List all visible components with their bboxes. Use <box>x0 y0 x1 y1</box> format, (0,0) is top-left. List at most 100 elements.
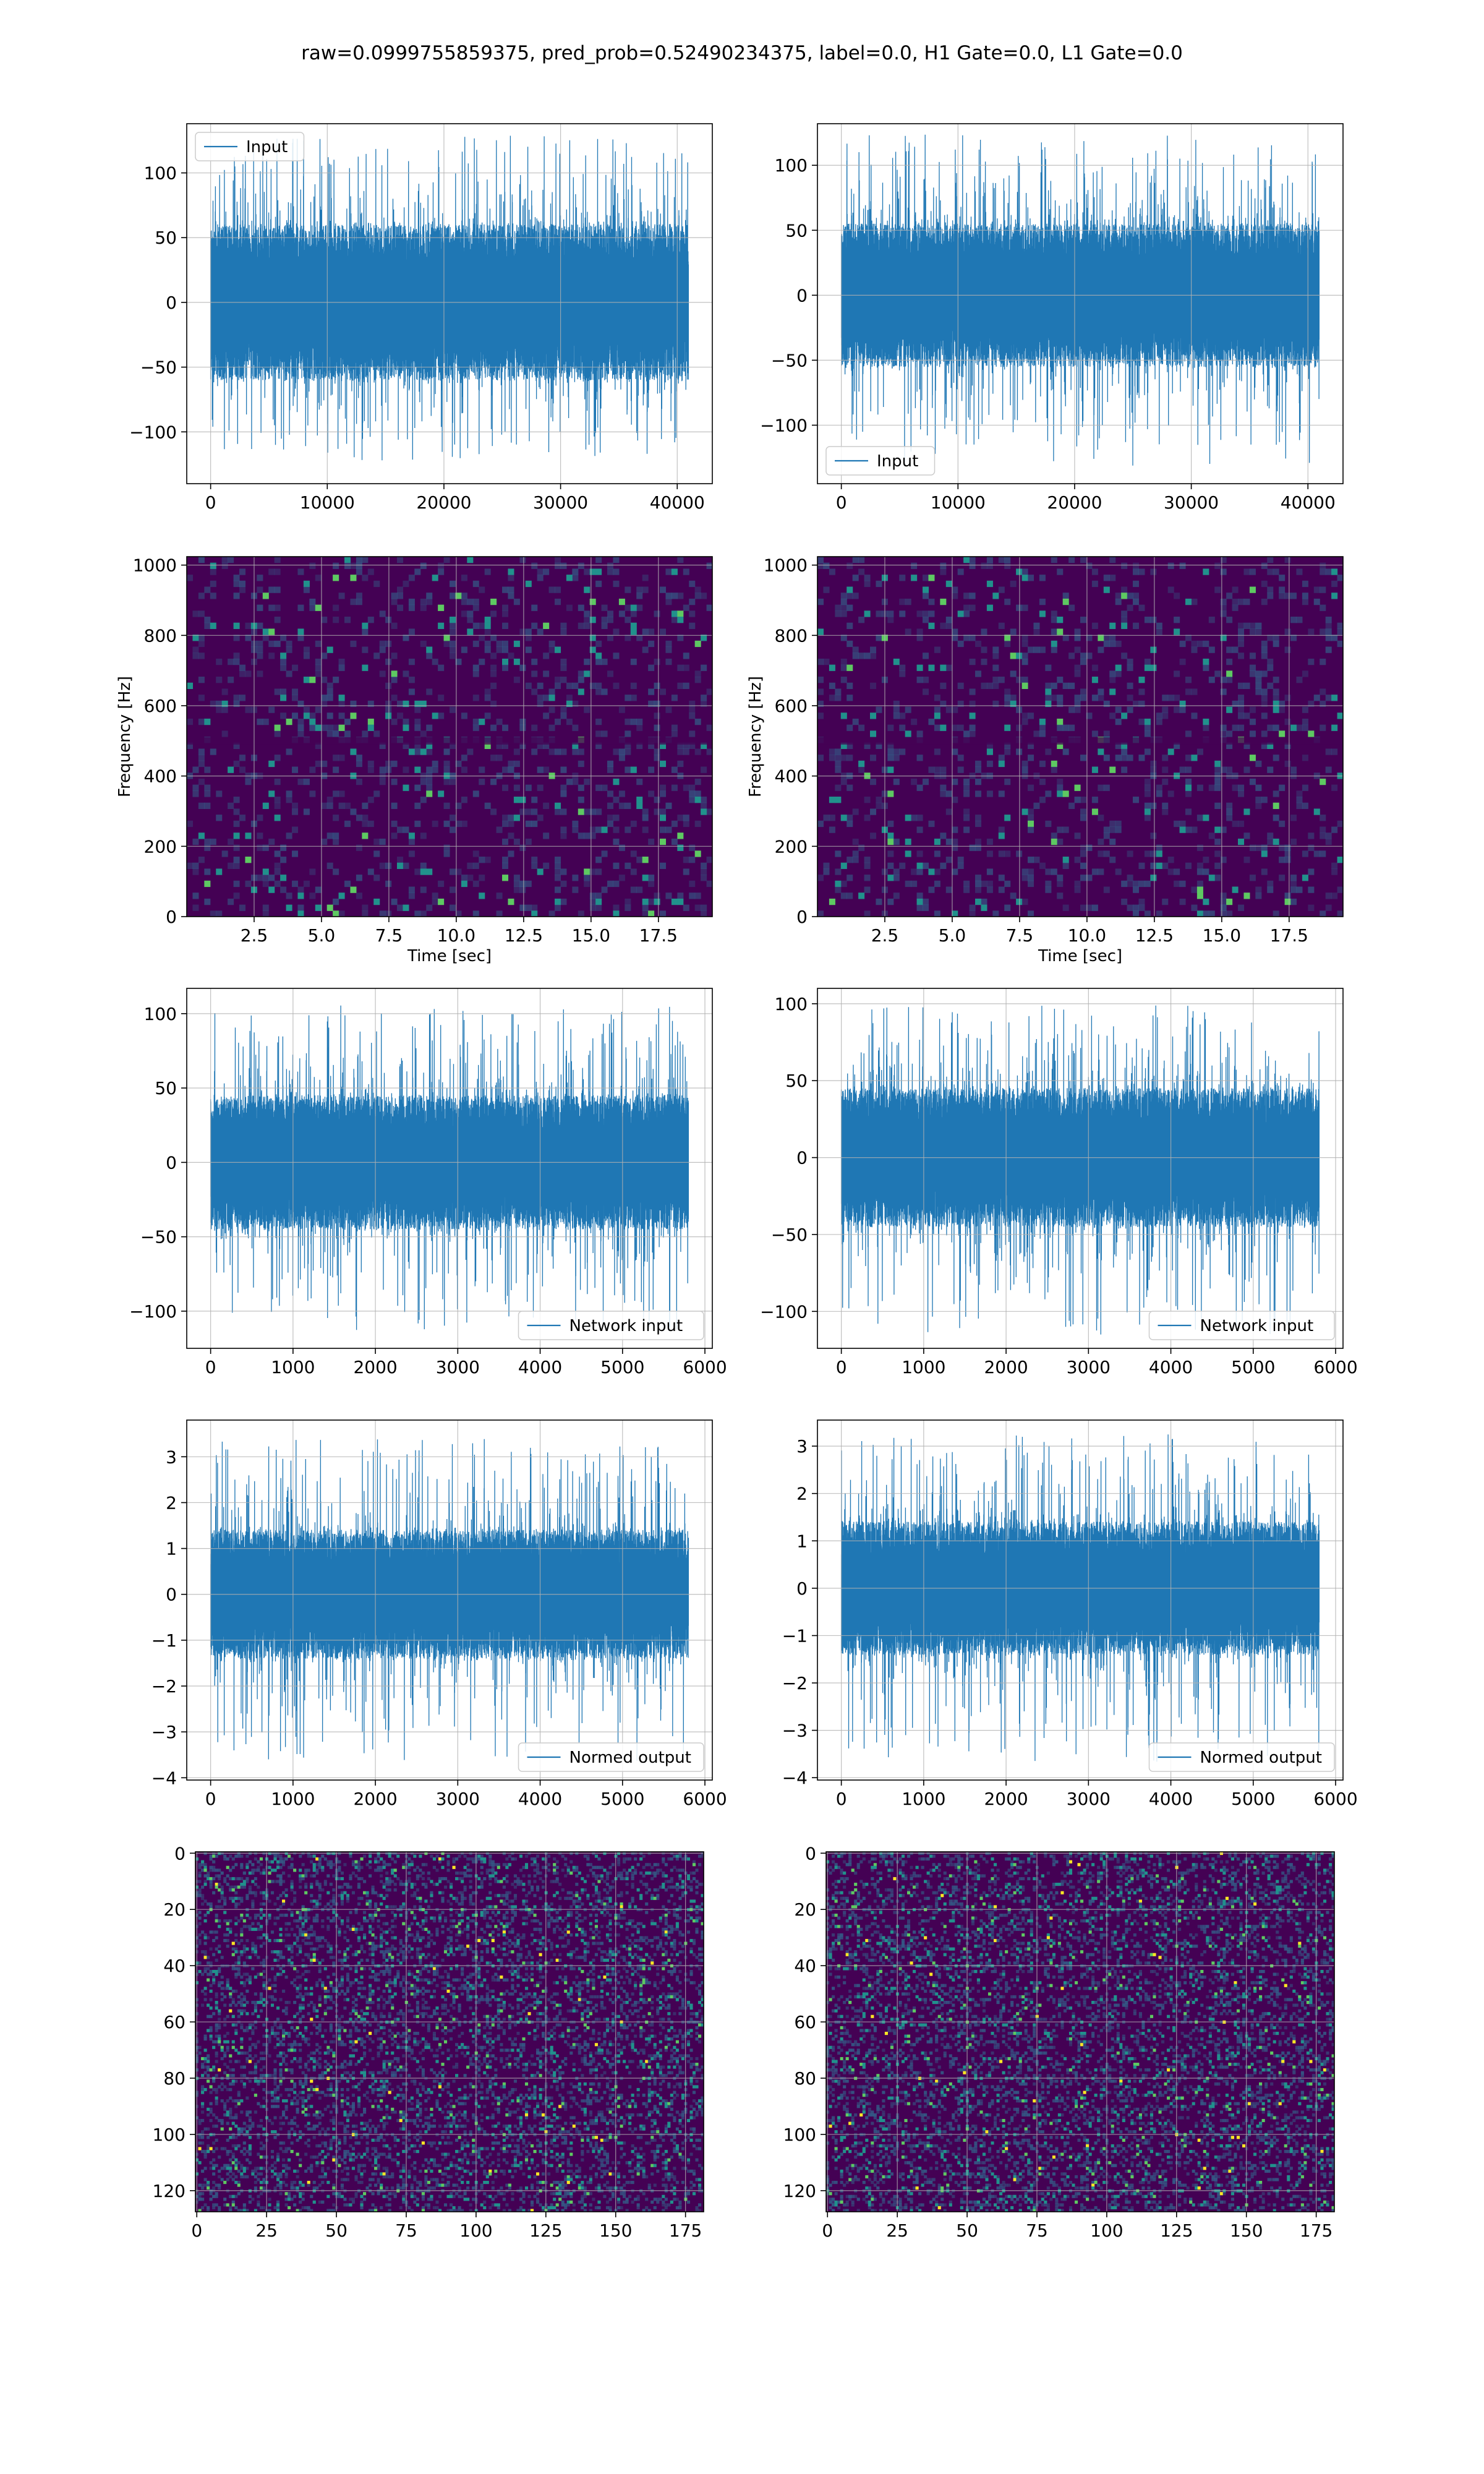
legend: Input <box>825 446 936 476</box>
x-tick-label: 40000 <box>650 492 705 513</box>
x-tick-label: 4000 <box>1149 1357 1193 1377</box>
y-tick-label: 50 <box>155 228 177 248</box>
x-tick-label: 10.0 <box>1068 925 1106 946</box>
y-tick-label: 0 <box>166 1585 177 1605</box>
y-tick-label: −3 <box>782 1721 808 1741</box>
y-tick-label: 50 <box>785 220 808 241</box>
y-tick-label: −50 <box>771 1225 808 1245</box>
x-tick-label: 4000 <box>518 1789 562 1809</box>
y-axis-label: Frequency [Hz] <box>746 676 765 797</box>
legend-label: Normed output <box>1200 1748 1322 1767</box>
x-tick-label: 3000 <box>1067 1789 1111 1809</box>
y-tick-label: 3 <box>166 1447 177 1467</box>
image-l1-plot: 0 25 50 75 100 125 150 175 0 20 40 60 80 100 120 <box>783 1843 1335 2241</box>
legend-label: Network input <box>569 1317 683 1335</box>
y-tick-label: 100 <box>144 163 177 184</box>
x-tick-label: 0 <box>836 492 847 513</box>
y-tick-label: 0 <box>796 1578 808 1599</box>
x-tick-label: 6000 <box>683 1789 727 1809</box>
y-tick-label: 0 <box>796 285 808 306</box>
y-tick-label: 40 <box>794 1956 816 1976</box>
normed-output-h1-plot: 0 1000 2000 3000 4000 5000 6000 −4 −3 −2 −1 0 1 2 3 Nor… <box>151 1419 727 1809</box>
x-tick-label: 5000 <box>600 1357 644 1377</box>
y-tick-label: 200 <box>775 836 808 857</box>
x-tick-label: 12.5 <box>505 925 543 946</box>
input-h1-plot: 0 10000 20000 30000 40000 −100 −50 0 50 100 Input <box>129 123 713 513</box>
x-tick-label: 25 <box>255 2220 278 2241</box>
x-tick-label: 100 <box>459 2220 492 2241</box>
x-tick-label: 5000 <box>1231 1789 1275 1809</box>
y-tick-label: 1 <box>166 1539 177 1559</box>
y-tick-label: 80 <box>163 2068 186 2089</box>
y-tick-label: 60 <box>794 2012 816 2032</box>
x-tick-label: 2000 <box>353 1357 397 1377</box>
legend-label: Network input <box>1200 1317 1314 1335</box>
x-tick-label: 17.5 <box>639 925 678 946</box>
legend: Network input <box>518 1311 704 1340</box>
x-axis-label: Time [sec] <box>1038 947 1122 965</box>
x-tick-label: 1000 <box>902 1357 945 1377</box>
y-tick-label: 3 <box>796 1436 808 1457</box>
y-tick-label: 120 <box>783 2181 816 2201</box>
x-tick-label: 3000 <box>436 1357 480 1377</box>
y-tick-label: −100 <box>129 1301 177 1322</box>
x-axis-label: Time [sec] <box>407 947 492 965</box>
x-tick-label: 6000 <box>1313 1357 1357 1377</box>
y-tick-label: 600 <box>144 696 177 716</box>
y-tick-label: 50 <box>785 1071 808 1091</box>
x-tick-label: 10000 <box>300 492 355 513</box>
x-tick-label: 30000 <box>1164 492 1219 513</box>
y-tick-label: −2 <box>782 1673 808 1693</box>
x-tick-label: 0 <box>205 1357 216 1377</box>
y-axis-label: Frequency [Hz] <box>116 676 134 797</box>
network-input-h1-plot: 0 1000 2000 3000 4000 5000 6000 −100 −50 0 50 100 Ne… <box>129 988 727 1377</box>
x-tick-label: 5000 <box>600 1789 644 1809</box>
x-tick-label: 0 <box>205 1789 216 1809</box>
x-tick-label: 0 <box>822 2220 833 2241</box>
y-tick-label: 200 <box>144 836 177 857</box>
x-tick-label: 0 <box>205 492 216 513</box>
x-tick-label: 25 <box>886 2220 908 2241</box>
y-tick-label: −2 <box>151 1676 177 1697</box>
y-tick-label: 1000 <box>764 555 808 576</box>
x-tick-label: 75 <box>395 2220 417 2241</box>
x-tick-label: 15.0 <box>1203 925 1241 946</box>
y-tick-label: 0 <box>805 1843 816 1864</box>
legend-label: Normed output <box>569 1748 691 1767</box>
normed-output-l1-plot: 0 1000 2000 3000 4000 5000 6000 −4 −3 −2 −1 0 1 2 3 Nor… <box>782 1419 1358 1809</box>
x-tick-label: 5000 <box>1231 1357 1275 1377</box>
y-tick-label: −3 <box>151 1722 177 1742</box>
x-tick-label: 150 <box>599 2220 632 2241</box>
y-tick-label: 0 <box>796 1148 808 1168</box>
y-tick-label: −4 <box>782 1768 808 1788</box>
x-tick-label: 0 <box>191 2220 202 2241</box>
x-tick-label: 150 <box>1230 2220 1263 2241</box>
y-tick-label: −1 <box>151 1630 177 1651</box>
x-tick-label: 6000 <box>1313 1789 1357 1809</box>
y-tick-label: −50 <box>140 357 177 378</box>
y-tick-label: 60 <box>163 2012 186 2032</box>
x-tick-label: 50 <box>325 2220 348 2241</box>
x-tick-label: 2000 <box>984 1357 1028 1377</box>
y-tick-label: 2 <box>166 1492 177 1513</box>
x-tick-label: 0 <box>836 1357 847 1377</box>
y-tick-label: −100 <box>760 415 808 435</box>
x-tick-label: 0 <box>836 1789 847 1809</box>
x-tick-label: 40000 <box>1281 492 1336 513</box>
y-tick-label: 20 <box>794 1899 816 1920</box>
x-tick-label: 2.5 <box>871 925 899 946</box>
image-h1-plot: 0 25 50 75 100 125 150 175 0 20 40 60 80 100 120 <box>153 1843 704 2241</box>
x-tick-label: 7.5 <box>1006 925 1034 946</box>
y-tick-label: 120 <box>153 2181 186 2201</box>
x-tick-label: 1000 <box>902 1789 945 1809</box>
y-tick-label: 1 <box>796 1531 808 1551</box>
legend: Network input <box>1148 1311 1335 1340</box>
y-tick-label: 20 <box>163 1899 186 1920</box>
x-tick-label: 50 <box>956 2220 978 2241</box>
legend: Normed output <box>518 1742 704 1772</box>
y-tick-label: 100 <box>775 155 808 176</box>
legend-label: Input <box>246 138 288 156</box>
x-tick-label: 30000 <box>533 492 588 513</box>
x-tick-label: 3000 <box>1067 1357 1111 1377</box>
y-tick-label: 40 <box>163 1956 186 1976</box>
